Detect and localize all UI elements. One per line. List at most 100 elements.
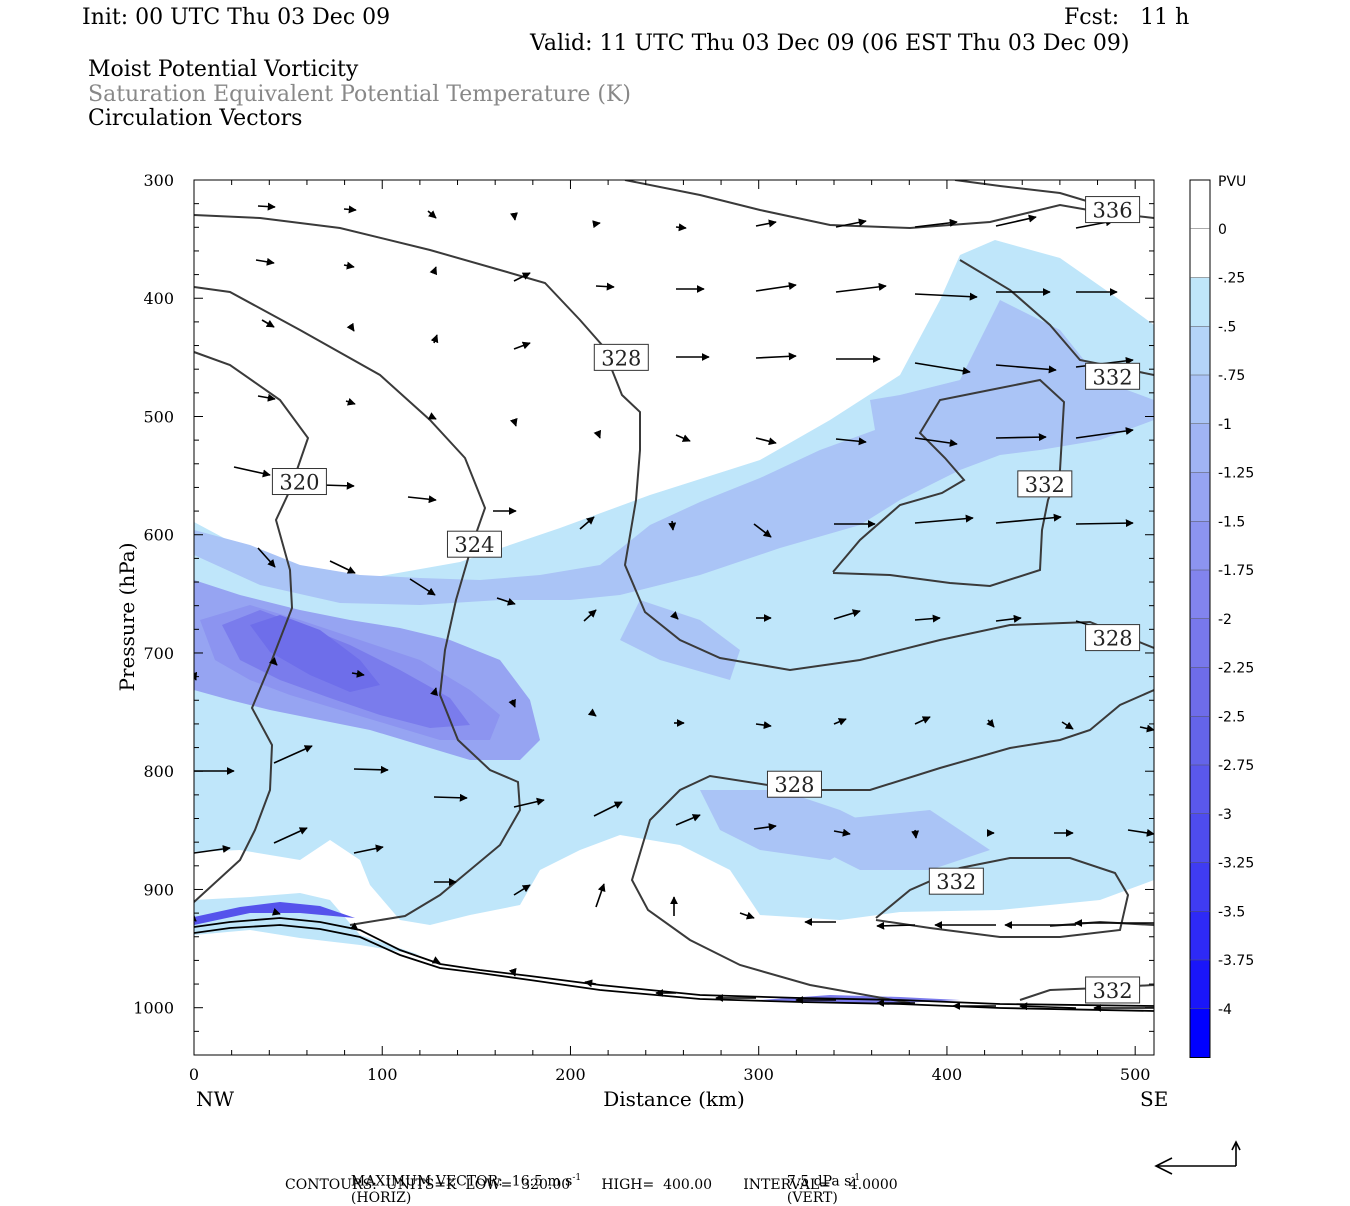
svg-text:328: 328 xyxy=(1093,627,1133,651)
max-vector-horiz-value: MAXIMUM VECTOR: 16.5 m s xyxy=(350,1173,573,1190)
vector-arrow xyxy=(430,334,439,344)
vector-arrow xyxy=(329,560,356,574)
colorbar-label: -2.75 xyxy=(1218,758,1254,774)
vector-arrow xyxy=(995,513,1062,524)
vector-arrow xyxy=(914,514,974,524)
vector-arrow xyxy=(995,214,1037,227)
vector-arrow xyxy=(592,220,601,229)
x-axis-label: Distance (km) xyxy=(603,1087,745,1111)
pv-shade-surface-strong xyxy=(194,902,355,925)
colorbar-swatch xyxy=(1190,472,1210,522)
vector-arrow xyxy=(345,397,356,406)
max-vector-vert-value: 7.5 dPa s xyxy=(786,1173,852,1190)
x-tick-label: 500 xyxy=(1120,1065,1151,1084)
svg-text:328: 328 xyxy=(774,773,814,797)
vector-arrow xyxy=(755,721,772,730)
vector-arrow xyxy=(876,921,916,930)
pv-colorbar: PVU 0 -.25 -.5 -.75 -1 -1.25 -1.5 -1.75 -2 -2.25 -2… xyxy=(1189,174,1254,1058)
contour-label: 332 xyxy=(928,867,984,895)
contour-line xyxy=(194,286,522,926)
colorbar-label: -3.5 xyxy=(1218,904,1245,920)
vector-arrow xyxy=(513,272,531,282)
vector-arrow xyxy=(1075,427,1134,439)
vector-arrow xyxy=(271,907,281,916)
vector-arrow xyxy=(914,716,931,725)
vector-arrow xyxy=(668,520,677,531)
contour-line xyxy=(194,351,310,903)
colorbar-label: -1.75 xyxy=(1218,563,1254,579)
contour-line xyxy=(630,689,1154,1004)
vector-arrow xyxy=(433,793,468,802)
vector-arrow xyxy=(755,352,797,361)
x-tick-label: 200 xyxy=(555,1065,586,1084)
terrain-line-upper xyxy=(194,917,1154,1007)
contour-line xyxy=(832,378,1066,588)
vector-arrow xyxy=(269,657,278,666)
vector-arrow xyxy=(1075,519,1134,528)
vector-arrow xyxy=(255,257,275,266)
colorbar-swatch xyxy=(1190,1008,1210,1058)
vector-arrow xyxy=(995,614,1022,623)
axes: 300 400 500 600 700 800 900 1000 0 100 200 300 400 50… xyxy=(115,171,1168,1111)
svg-text:332: 332 xyxy=(1025,473,1065,497)
colorbar-label: -4 xyxy=(1218,1002,1232,1018)
vector-arrow xyxy=(755,219,777,228)
colorbar-swatch xyxy=(1190,423,1210,473)
vector-arrow xyxy=(670,611,679,620)
vector-arrow xyxy=(914,614,941,623)
vector-arrow xyxy=(353,765,389,774)
y-tick-label: 1000 xyxy=(133,999,174,1018)
colorbar-swatch xyxy=(1190,813,1210,863)
colorbar-label: -.75 xyxy=(1218,368,1245,384)
colorbar-label: -.5 xyxy=(1218,319,1236,335)
vector-arrow xyxy=(429,266,438,276)
colorbar-swatch xyxy=(1190,960,1210,1009)
svg-text:336: 336 xyxy=(1093,199,1133,223)
vector-arrow xyxy=(595,282,615,291)
vector-arrow xyxy=(343,205,357,214)
vector-arrow xyxy=(914,362,971,375)
colorbar-swatch xyxy=(1190,228,1210,278)
y-tick-label: 300 xyxy=(143,171,174,190)
vector-arrow xyxy=(753,823,777,831)
svg-text:324: 324 xyxy=(454,533,494,557)
colorbar-swatch xyxy=(1190,521,1210,570)
vector-arrow xyxy=(739,911,755,920)
vector-arrow xyxy=(911,829,920,839)
vector-arrow xyxy=(593,801,623,817)
vector-arrow xyxy=(583,609,597,622)
vector-arrow xyxy=(995,433,1047,442)
colorbar-swatch xyxy=(1190,765,1210,814)
terrain-line-lower xyxy=(194,924,1154,1012)
vector-arrow xyxy=(995,364,1057,374)
x-tick-label: 0 xyxy=(189,1065,199,1084)
svg-text:320: 320 xyxy=(279,471,319,495)
vector-arrow xyxy=(753,523,772,538)
vector-arrow xyxy=(755,437,777,446)
vector-arrow xyxy=(835,282,887,293)
contour-label: 328 xyxy=(593,343,649,371)
vector-arrow xyxy=(321,481,355,490)
unit-exponent: -1 xyxy=(572,1173,582,1183)
colorbar-swatch xyxy=(1190,277,1210,327)
vector-arrow xyxy=(349,922,359,931)
valid-time: Valid: 11 UTC Thu 03 Dec 09 (06 EST Thu … xyxy=(530,31,1130,56)
colorbar-swatch xyxy=(1190,862,1210,912)
vector-arrow xyxy=(508,967,517,977)
colorbar-label: -2.25 xyxy=(1218,661,1254,677)
vector-arrow xyxy=(351,669,365,678)
nw-end-label: NW xyxy=(196,1087,235,1111)
x-tick-label: 300 xyxy=(743,1065,774,1084)
vector-arrow xyxy=(835,437,867,446)
colorbar-label: -1.5 xyxy=(1218,514,1245,530)
contour-line xyxy=(624,180,1154,230)
vector-arrow xyxy=(273,745,313,764)
vector-arrow xyxy=(587,708,597,717)
colorbar-label: -3.75 xyxy=(1218,953,1254,969)
vector-arrow xyxy=(675,434,691,442)
colorbar-label: -3.25 xyxy=(1218,856,1254,872)
colorbar-swatch xyxy=(1190,375,1210,424)
vector-arrow xyxy=(513,797,545,808)
vector-arrow xyxy=(343,261,355,270)
contour-labels: 320 324 328 336 332 332 328 328 332 332 xyxy=(271,196,1141,1004)
